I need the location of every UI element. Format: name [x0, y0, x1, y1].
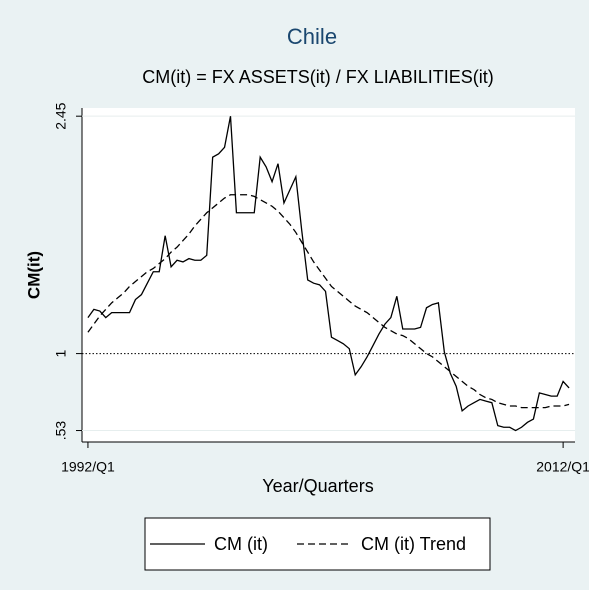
data-line — [87, 194, 570, 409]
data-line — [87, 116, 570, 432]
legend-label: CM (it) — [214, 534, 268, 554]
chart-title: Chile — [287, 24, 337, 49]
y-tick-label: .53 — [53, 421, 69, 441]
plot-area — [82, 108, 575, 442]
y-tick-label: 2.45 — [53, 102, 69, 129]
y-axis-label: CM(it) — [24, 251, 43, 299]
x-tick-label: 1992/Q1 — [61, 459, 115, 475]
legend-label: CM (it) Trend — [361, 534, 466, 554]
x-tick-label: 2012/Q1 — [536, 459, 589, 475]
chart-subtitle: CM(it) = FX ASSETS(it) / FX LIABILITIES(… — [142, 67, 494, 87]
x-axis-label: Year/Quarters — [262, 476, 373, 496]
y-tick-label: 1 — [53, 349, 69, 357]
